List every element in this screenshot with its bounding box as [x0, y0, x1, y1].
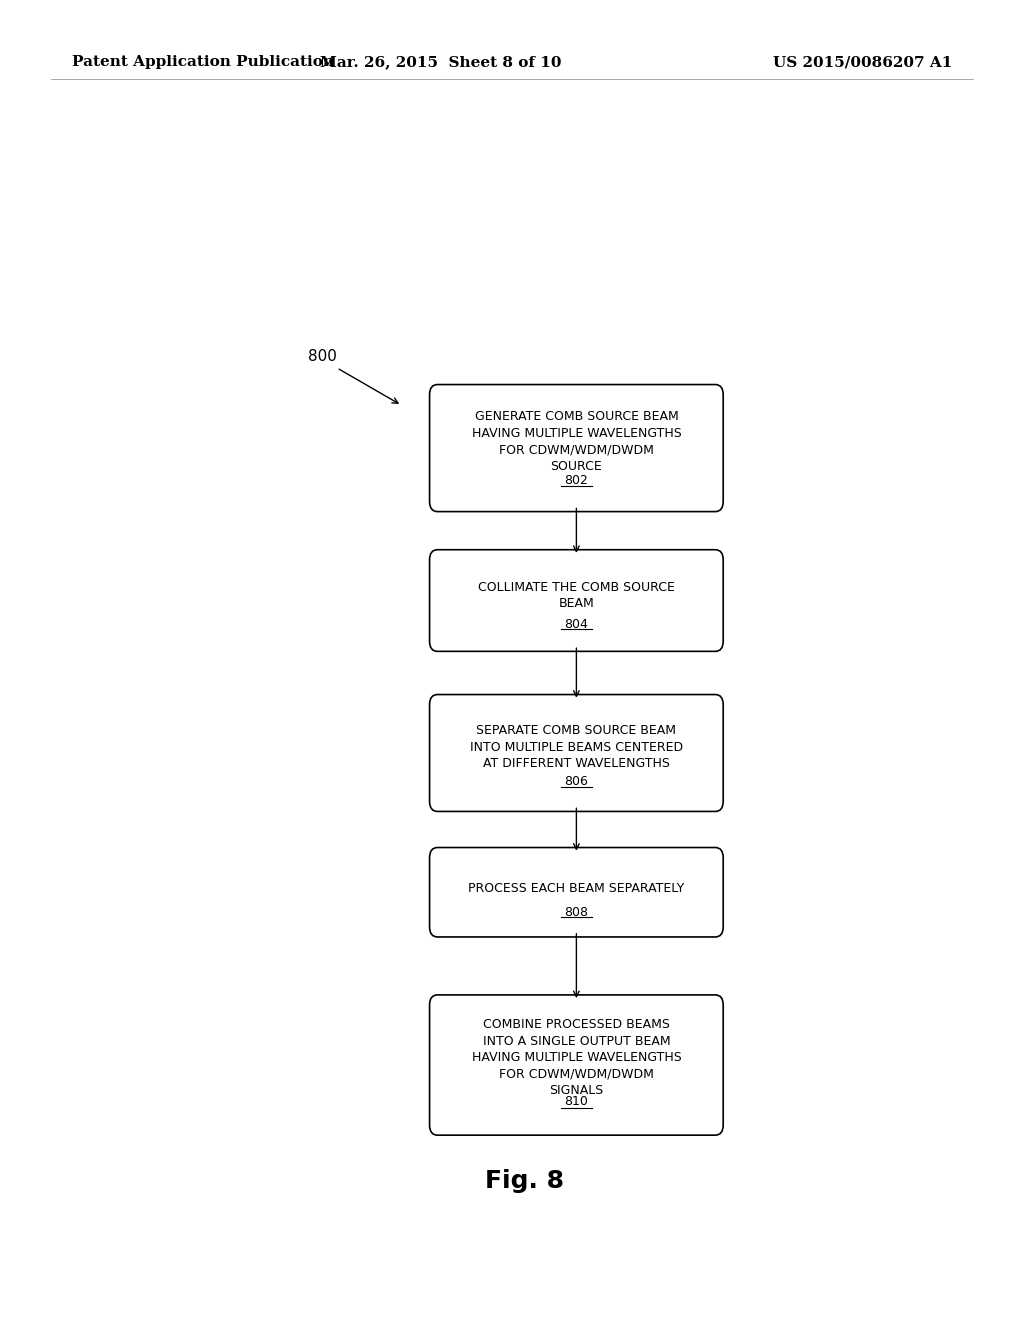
FancyBboxPatch shape — [430, 384, 723, 512]
Text: COMBINE PROCESSED BEAMS
INTO A SINGLE OUTPUT BEAM
HAVING MULTIPLE WAVELENGTHS
FO: COMBINE PROCESSED BEAMS INTO A SINGLE OU… — [471, 1018, 681, 1097]
Text: US 2015/0086207 A1: US 2015/0086207 A1 — [773, 55, 952, 69]
Text: 802: 802 — [564, 474, 589, 487]
Text: 810: 810 — [564, 1094, 589, 1107]
Text: PROCESS EACH BEAM SEPARATELY: PROCESS EACH BEAM SEPARATELY — [468, 882, 684, 895]
Text: Patent Application Publication: Patent Application Publication — [72, 55, 334, 69]
Text: Mar. 26, 2015  Sheet 8 of 10: Mar. 26, 2015 Sheet 8 of 10 — [319, 55, 561, 69]
Text: GENERATE COMB SOURCE BEAM
HAVING MULTIPLE WAVELENGTHS
FOR CDWM/WDM/DWDM
SOURCE: GENERATE COMB SOURCE BEAM HAVING MULTIPL… — [471, 411, 681, 473]
Text: 804: 804 — [564, 619, 589, 631]
Text: 808: 808 — [564, 907, 589, 920]
FancyBboxPatch shape — [430, 995, 723, 1135]
FancyBboxPatch shape — [430, 549, 723, 651]
Text: Fig. 8: Fig. 8 — [485, 1170, 564, 1193]
Text: COLLIMATE THE COMB SOURCE
BEAM: COLLIMATE THE COMB SOURCE BEAM — [478, 581, 675, 610]
FancyBboxPatch shape — [430, 847, 723, 937]
Text: 800: 800 — [308, 348, 337, 364]
Text: 806: 806 — [564, 775, 589, 788]
FancyBboxPatch shape — [430, 694, 723, 812]
Text: SEPARATE COMB SOURCE BEAM
INTO MULTIPLE BEAMS CENTERED
AT DIFFERENT WAVELENGTHS: SEPARATE COMB SOURCE BEAM INTO MULTIPLE … — [470, 725, 683, 770]
